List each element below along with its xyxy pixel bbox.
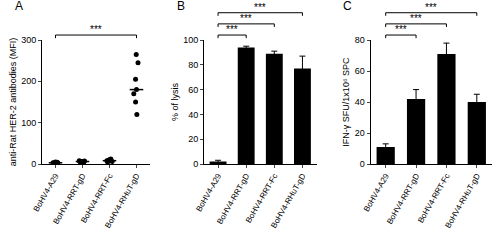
svg-text:IFN-γ SFU/1x10⁶ SPC: IFN-γ SFU/1x10⁶ SPC	[341, 57, 351, 147]
svg-text:BoHV4-RHuT-gD: BoHV4-RHuT-gD	[269, 172, 308, 230]
svg-text:***: ***	[226, 24, 238, 35]
svg-text:20: 20	[355, 128, 365, 138]
svg-text:40: 40	[188, 110, 198, 120]
svg-text:200: 200	[21, 76, 36, 86]
svg-text:100: 100	[183, 35, 198, 45]
svg-text:BoHV4-RRT-Fc: BoHV4-RRT-Fc	[416, 172, 452, 224]
svg-text:% of lysis: % of lysis	[170, 82, 180, 121]
svg-text:BoHV4-RHuT-gD: BoHV4-RHuT-gD	[444, 172, 483, 230]
svg-text:80: 80	[188, 60, 198, 70]
svg-text:BoHV4-RRT-Fc: BoHV4-RRT-Fc	[244, 172, 280, 224]
svg-text:BoHV4-A29: BoHV4-A29	[32, 172, 61, 214]
svg-text:***: ***	[254, 2, 266, 13]
svg-text:***: ***	[395, 24, 407, 35]
svg-text:A: A	[15, 0, 23, 13]
svg-text:***: ***	[90, 24, 102, 35]
svg-text:BoHV4-RRT-gD: BoHV4-RRT-gD	[215, 172, 251, 226]
svg-text:0: 0	[193, 159, 198, 169]
svg-text:60: 60	[188, 85, 198, 95]
svg-text:60: 60	[355, 66, 365, 76]
svg-text:0: 0	[360, 159, 365, 169]
svg-text:80: 80	[355, 35, 365, 45]
svg-text:BoHV4-RRT-gD: BoHV4-RRT-gD	[52, 172, 88, 226]
svg-text:BoHV4-A29: BoHV4-A29	[194, 172, 223, 214]
svg-text:***: ***	[240, 13, 252, 24]
svg-text:100: 100	[21, 118, 36, 128]
svg-text:***: ***	[425, 2, 437, 13]
svg-text:40: 40	[355, 97, 365, 107]
svg-text:BoHV4-A29: BoHV4-A29	[362, 172, 391, 214]
svg-text:***: ***	[410, 13, 422, 24]
svg-text:20: 20	[188, 134, 198, 144]
svg-text:300: 300	[21, 35, 36, 45]
svg-text:anti-Rat HER-2 antibodies (MFI: anti-Rat HER-2 antibodies (MFI)	[8, 38, 18, 167]
svg-text:C: C	[343, 0, 352, 13]
svg-text:0: 0	[31, 159, 36, 169]
svg-text:BoHV4-RRT-gD: BoHV4-RRT-gD	[385, 172, 421, 226]
svg-text:BoHV4-RHuT-gD: BoHV4-RHuT-gD	[103, 172, 142, 230]
svg-text:BoHV4-RRT-Fc: BoHV4-RRT-Fc	[79, 172, 115, 224]
svg-text:B: B	[177, 0, 185, 13]
